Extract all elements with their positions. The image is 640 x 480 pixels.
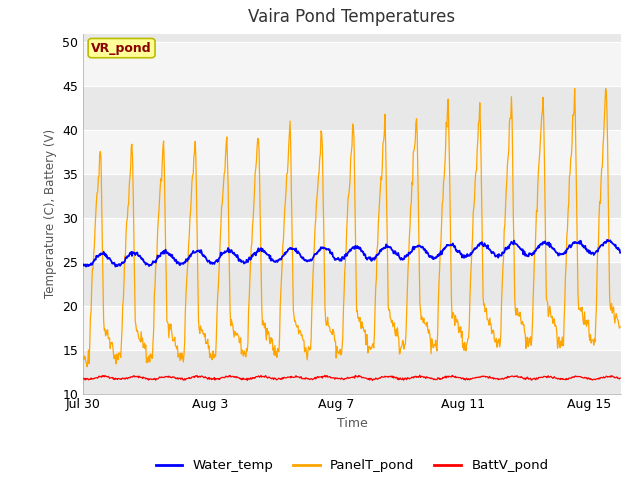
Bar: [83, 42, 621, 86]
Text: VR_pond: VR_pond: [92, 42, 152, 55]
Bar: [83, 218, 621, 262]
Bar: [83, 86, 621, 130]
Bar: [83, 306, 621, 350]
Bar: [83, 350, 621, 394]
Title: Vaira Pond Temperatures: Vaira Pond Temperatures: [248, 9, 456, 26]
Bar: [83, 174, 621, 218]
Y-axis label: Temperature (C), Battery (V): Temperature (C), Battery (V): [44, 129, 57, 298]
Bar: [83, 130, 621, 174]
Bar: [83, 262, 621, 306]
Legend: Water_temp, PanelT_pond, BattV_pond: Water_temp, PanelT_pond, BattV_pond: [150, 454, 554, 478]
X-axis label: Time: Time: [337, 417, 367, 430]
